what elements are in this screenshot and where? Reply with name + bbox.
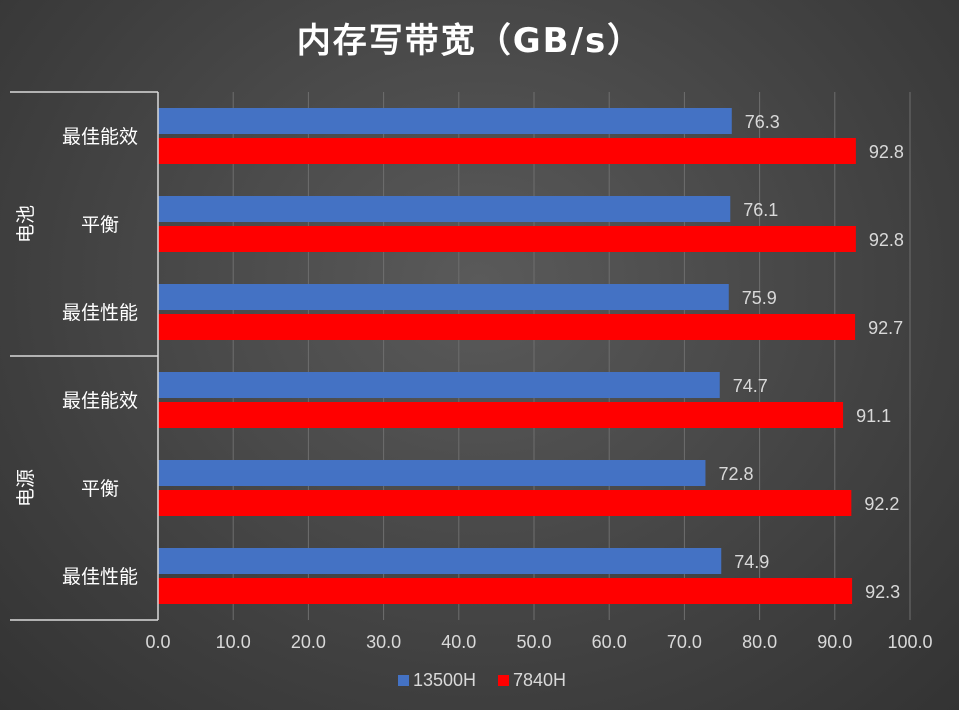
bar-13500h bbox=[158, 108, 732, 134]
data-label: 92.3 bbox=[865, 582, 900, 602]
data-label: 76.3 bbox=[745, 112, 780, 132]
x-tick-label: 70.0 bbox=[667, 632, 702, 652]
data-label: 74.9 bbox=[734, 552, 769, 572]
group-label: 电池 bbox=[15, 205, 37, 243]
bar-13500h bbox=[158, 460, 706, 486]
data-label: 92.8 bbox=[869, 142, 904, 162]
data-label: 92.2 bbox=[864, 494, 899, 514]
x-tick-label: 80.0 bbox=[742, 632, 777, 652]
data-label: 75.9 bbox=[742, 288, 777, 308]
x-tick-label: 20.0 bbox=[291, 632, 326, 652]
x-tick-label: 100.0 bbox=[887, 632, 932, 652]
bar-7840h bbox=[158, 226, 856, 252]
x-tick-label: 40.0 bbox=[441, 632, 476, 652]
data-label: 72.8 bbox=[718, 464, 753, 484]
group-label: 电源 bbox=[15, 469, 37, 507]
data-label: 92.7 bbox=[868, 318, 903, 338]
bar-7840h bbox=[158, 402, 844, 428]
data-label: 91.1 bbox=[856, 406, 891, 426]
bar-7840h bbox=[158, 578, 853, 604]
chart-title: 内存写带宽（GB/s） bbox=[297, 21, 643, 61]
category-label: 平衡 bbox=[81, 478, 119, 500]
category-label: 最佳性能 bbox=[62, 566, 138, 588]
data-label: 92.8 bbox=[869, 230, 904, 250]
bars bbox=[158, 108, 856, 604]
legend-swatch bbox=[398, 675, 409, 686]
x-tick-label: 90.0 bbox=[817, 632, 852, 652]
axes: 0.0 10.0 20.0 30.0 40.0 50.0 60.0 70.0 80.0 90.0 1… bbox=[10, 91, 933, 652]
bar-13500h bbox=[158, 196, 731, 222]
bar-13500h bbox=[158, 372, 720, 398]
x-tick-label: 30.0 bbox=[366, 632, 401, 652]
legend: 13500H 7840H bbox=[398, 670, 566, 690]
bar-7840h bbox=[158, 138, 856, 164]
bar-13500h bbox=[158, 284, 729, 310]
category-label: 平衡 bbox=[81, 214, 119, 236]
category-label: 最佳能效 bbox=[62, 126, 138, 148]
legend-swatch bbox=[498, 675, 509, 686]
data-labels: 76.3 92.8 76.1 92.8 75.9 92.7 74.7 91.1 72.8 92.2… bbox=[718, 112, 903, 602]
x-tick-label: 50.0 bbox=[516, 632, 551, 652]
category-label: 最佳性能 bbox=[62, 302, 138, 324]
category-label: 最佳能效 bbox=[62, 390, 138, 412]
bar-7840h bbox=[158, 314, 856, 340]
x-tick-label: 60.0 bbox=[592, 632, 627, 652]
data-label: 74.7 bbox=[733, 376, 768, 396]
x-tick-label: 10.0 bbox=[216, 632, 251, 652]
bar-13500h bbox=[158, 548, 722, 574]
data-label: 76.1 bbox=[743, 200, 778, 220]
legend-label: 13500H bbox=[413, 670, 476, 690]
bar-7840h bbox=[158, 490, 852, 516]
gridlines bbox=[232, 92, 911, 620]
x-tick-label: 0.0 bbox=[145, 632, 170, 652]
legend-label: 7840H bbox=[513, 670, 566, 690]
